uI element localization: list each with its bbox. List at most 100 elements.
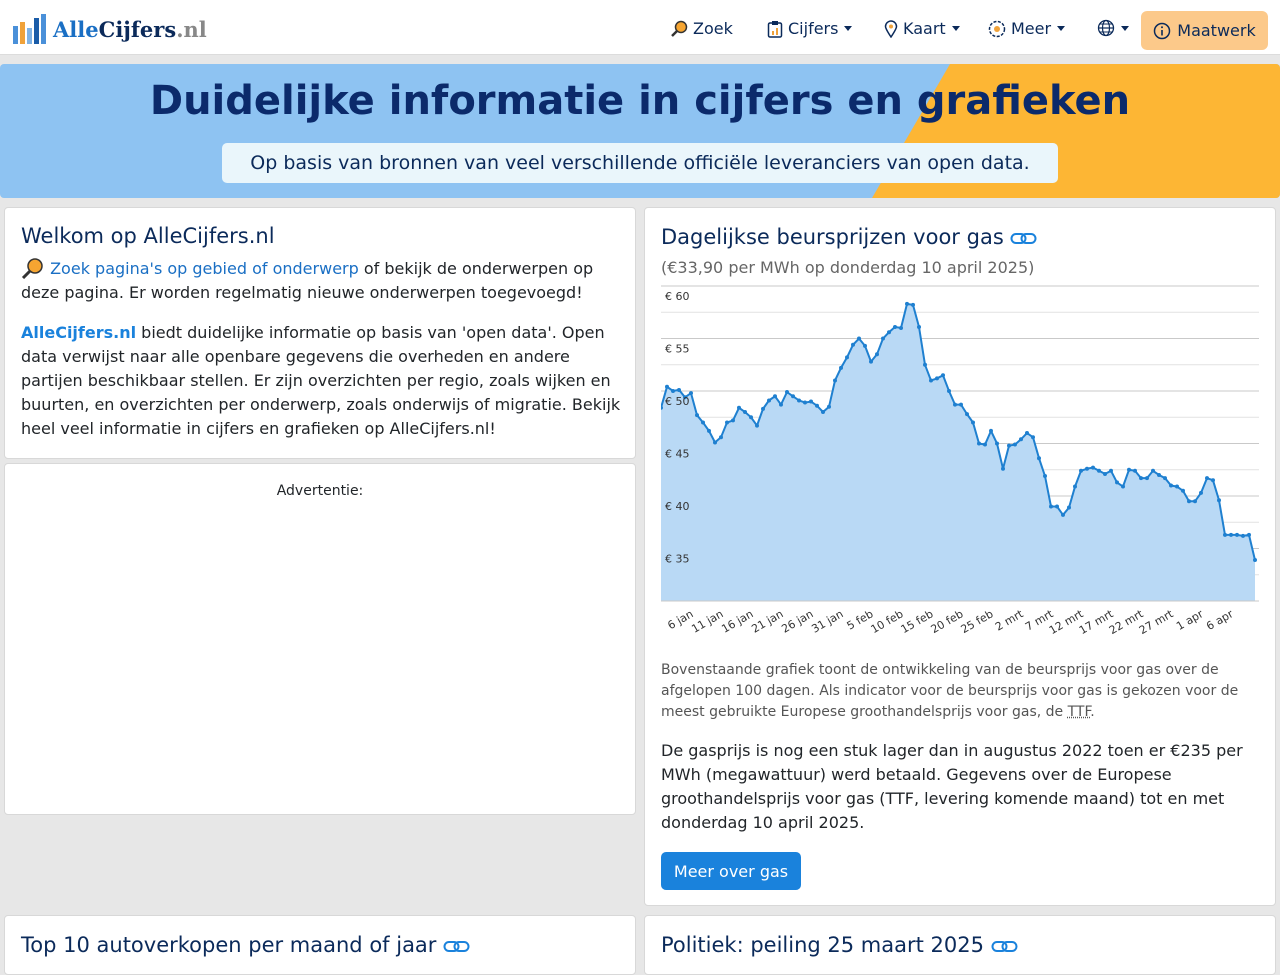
chart-caption: Bovenstaande grafiek toont de ontwikkeli… bbox=[661, 660, 1251, 723]
point bbox=[1181, 489, 1185, 493]
card-title: Welkom op AlleCijfers.nl bbox=[21, 224, 275, 248]
point bbox=[1193, 499, 1197, 503]
point bbox=[767, 398, 771, 402]
point bbox=[677, 388, 681, 392]
point bbox=[989, 429, 993, 433]
x-tick-label: 21 jan bbox=[749, 607, 785, 635]
y-tick-label: € 50 bbox=[665, 395, 690, 408]
point bbox=[1037, 456, 1041, 460]
chart-title-row: Dagelijkse beursprijzen voor gas bbox=[661, 225, 1038, 249]
point bbox=[797, 398, 801, 402]
point bbox=[1133, 469, 1137, 473]
text: Bovenstaande grafiek toont de ontwikkeli… bbox=[661, 662, 1238, 720]
x-tick-label: 16 jan bbox=[719, 607, 755, 635]
point bbox=[965, 412, 969, 416]
point bbox=[1235, 533, 1239, 537]
point bbox=[941, 373, 945, 377]
point bbox=[923, 363, 927, 367]
card-title-row: Top 10 autoverkopen per maand of jaar bbox=[21, 933, 471, 957]
area bbox=[661, 304, 1255, 601]
point bbox=[1127, 468, 1131, 472]
search-link[interactable]: Zoek pagina's op gebied of onderwerp bbox=[50, 259, 359, 278]
point bbox=[821, 410, 825, 414]
point bbox=[815, 404, 819, 408]
point bbox=[689, 391, 693, 395]
more-button[interactable]: Meer over gas bbox=[661, 852, 801, 890]
nav-label: Kaart bbox=[903, 19, 946, 38]
info-icon bbox=[1153, 22, 1171, 40]
point bbox=[977, 442, 981, 446]
x-tick-label: 10 feb bbox=[869, 607, 906, 636]
logo[interactable] bbox=[13, 14, 47, 46]
chart: € 60€ 55€ 50€ 45€ 40€ 356 jan11 jan16 ja… bbox=[661, 280, 1259, 650]
x-tick-label: 26 jan bbox=[779, 607, 815, 635]
y-tick-label: € 35 bbox=[665, 553, 690, 566]
nav-search[interactable]: Zoek bbox=[670, 19, 733, 38]
brand-link[interactable]: AlleCijfers.nl bbox=[21, 323, 136, 342]
point bbox=[749, 415, 753, 419]
point bbox=[1247, 533, 1251, 537]
point bbox=[1199, 491, 1203, 495]
hero-subtitle: Op basis van bronnen van veel verschille… bbox=[222, 143, 1058, 183]
point bbox=[779, 403, 783, 407]
point bbox=[773, 394, 777, 398]
point bbox=[947, 389, 951, 393]
page: AlleCijfers.nl Zoek Cijfers Kaart Meer M… bbox=[0, 0, 1280, 960]
point bbox=[905, 302, 909, 306]
point bbox=[1223, 533, 1227, 537]
point bbox=[803, 401, 807, 405]
point bbox=[1151, 469, 1155, 473]
point bbox=[839, 366, 843, 370]
point bbox=[1157, 473, 1161, 477]
nav-kaart[interactable]: Kaart bbox=[884, 19, 960, 38]
nav-language[interactable] bbox=[1097, 19, 1129, 37]
point bbox=[1043, 474, 1047, 478]
point bbox=[1175, 485, 1179, 489]
maatwerk-button[interactable]: Maatwerk bbox=[1141, 11, 1268, 50]
point bbox=[1019, 437, 1023, 441]
y-tick-label: € 60 bbox=[665, 290, 690, 303]
point bbox=[1031, 435, 1035, 439]
point bbox=[1103, 472, 1107, 476]
point bbox=[713, 440, 717, 444]
point bbox=[719, 435, 723, 439]
card-title: Top 10 autoverkopen per maand of jaar bbox=[21, 933, 436, 957]
point bbox=[881, 337, 885, 341]
point bbox=[983, 443, 987, 447]
point bbox=[1163, 476, 1167, 480]
point bbox=[1139, 476, 1143, 480]
point bbox=[1205, 476, 1209, 480]
point bbox=[893, 325, 897, 329]
link-icon[interactable] bbox=[991, 938, 1019, 954]
point bbox=[845, 355, 849, 359]
point bbox=[869, 360, 873, 364]
point bbox=[851, 343, 855, 347]
globe-icon bbox=[1097, 19, 1115, 37]
point bbox=[1079, 469, 1083, 473]
point bbox=[1229, 533, 1233, 537]
point bbox=[1109, 469, 1113, 473]
point bbox=[671, 389, 675, 393]
link-icon[interactable] bbox=[443, 938, 471, 954]
point bbox=[1049, 505, 1053, 509]
x-tick-label: 25 feb bbox=[959, 607, 996, 636]
clipboard-icon bbox=[767, 20, 783, 38]
x-tick-label: 6 apr bbox=[1204, 607, 1236, 633]
point bbox=[695, 413, 699, 417]
point bbox=[953, 403, 957, 407]
point bbox=[1061, 513, 1065, 517]
brand[interactable]: AlleCijfers.nl bbox=[53, 17, 207, 42]
y-tick-label: € 55 bbox=[665, 343, 690, 356]
nav-meer[interactable]: Meer bbox=[988, 19, 1065, 38]
point bbox=[725, 421, 729, 425]
point bbox=[1025, 431, 1029, 435]
point bbox=[1217, 498, 1221, 502]
navbar: AlleCijfers.nl Zoek Cijfers Kaart Meer M… bbox=[0, 0, 1280, 55]
link-icon[interactable] bbox=[1010, 230, 1038, 246]
brand-part: Alle bbox=[53, 17, 99, 42]
more-icon bbox=[988, 20, 1006, 38]
y-tick-label: € 40 bbox=[665, 500, 690, 513]
x-tick-label: 1 apr bbox=[1174, 607, 1206, 633]
x-tick-label: 27 mrt bbox=[1137, 607, 1176, 637]
nav-cijfers[interactable]: Cijfers bbox=[767, 19, 852, 38]
